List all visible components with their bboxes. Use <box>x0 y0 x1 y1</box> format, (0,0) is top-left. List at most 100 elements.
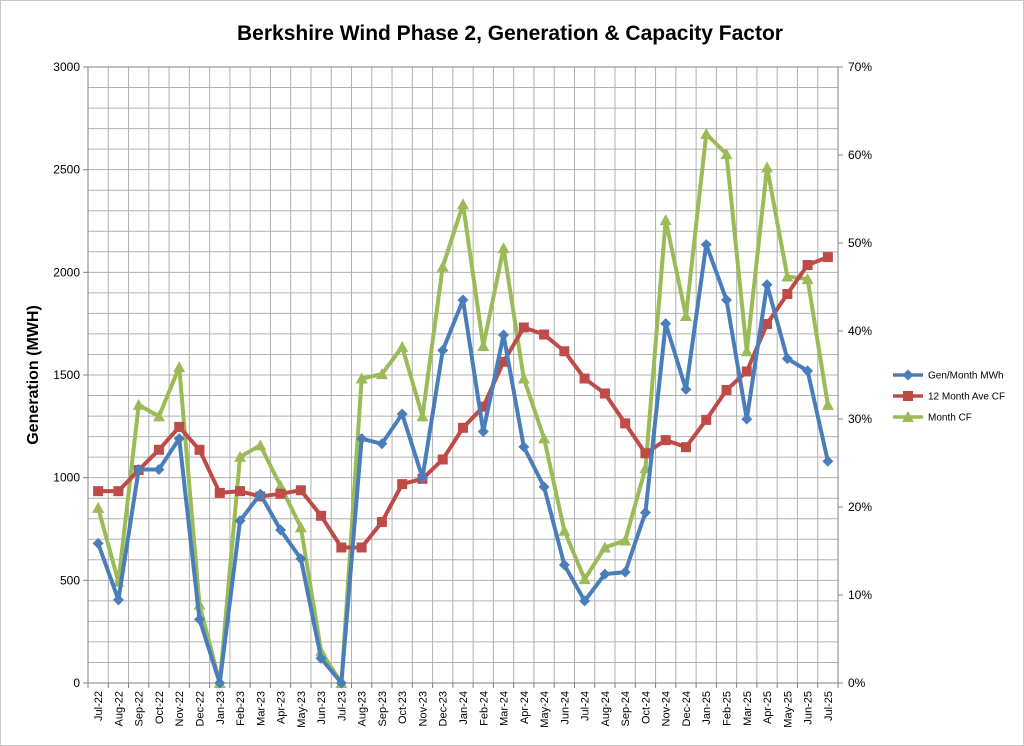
data-point <box>781 270 794 282</box>
x-tick-label: Sep-23 <box>377 691 389 726</box>
data-point <box>579 595 591 607</box>
data-point <box>214 487 225 498</box>
legend-label: Gen/Month MWh <box>928 371 1004 382</box>
data-point <box>477 339 490 351</box>
data-point <box>436 260 449 272</box>
data-point <box>741 366 752 377</box>
data-point <box>275 488 286 499</box>
data-point <box>274 479 287 491</box>
x-tick-label: Jul-25 <box>823 691 835 721</box>
y-axis-label: Generation (MWH) <box>25 305 42 445</box>
data-point <box>397 479 408 490</box>
data-point <box>498 329 510 341</box>
data-point <box>93 486 104 497</box>
x-tick-label: May-25 <box>782 691 794 728</box>
x-tick-label: Jul-22 <box>93 691 105 721</box>
legend-swatch-marker <box>902 369 914 381</box>
data-point <box>92 501 105 513</box>
data-point <box>316 510 327 521</box>
x-tick-label: Apr-23 <box>276 691 288 724</box>
legend-label: 12 Month Ave CF <box>928 392 1005 403</box>
y-right-tick-label: 60% <box>848 148 872 162</box>
data-point <box>558 524 571 536</box>
data-point <box>396 408 408 420</box>
data-point <box>416 472 428 484</box>
data-point <box>437 344 449 356</box>
x-tick-label: Oct-23 <box>397 691 409 724</box>
data-point <box>700 127 713 139</box>
data-point <box>517 372 530 384</box>
data-point <box>680 383 692 395</box>
x-tick-label: Dec-24 <box>681 691 693 726</box>
y-right-tick-label: 70% <box>848 60 872 74</box>
x-tick-label: May-24 <box>539 691 551 728</box>
data-point <box>539 329 550 340</box>
data-point <box>761 161 774 173</box>
data-point <box>173 361 186 373</box>
x-tick-label: Jun-25 <box>803 691 815 725</box>
data-point <box>598 541 611 553</box>
data-point <box>720 148 733 160</box>
data-point <box>295 485 306 496</box>
data-point <box>92 537 104 549</box>
x-tick-label: Jan-24 <box>458 691 470 725</box>
x-tick-label: Mar-24 <box>499 691 511 726</box>
data-point <box>194 444 205 455</box>
data-point <box>639 507 651 519</box>
x-tick-label: Jul-24 <box>580 691 592 721</box>
data-point <box>356 542 367 553</box>
data-point <box>660 435 671 446</box>
y-axis-left-ticks: 0 500 1000 1500 2000 2500 3000 <box>53 60 88 690</box>
data-point <box>700 239 712 251</box>
chart-title: Berkshire Wind Phase 2, Generation & Cap… <box>237 22 783 45</box>
data-point <box>214 677 226 689</box>
data-point <box>113 486 124 497</box>
data-point <box>822 455 834 467</box>
y-left-tick-label: 2000 <box>53 265 80 279</box>
x-tick-label: Oct-24 <box>640 691 652 724</box>
x-tick-label: Sep-24 <box>620 691 632 726</box>
data-point <box>559 346 570 357</box>
y-right-tick-label: 40% <box>848 324 872 338</box>
x-axis-ticks: Jul-22 Aug-22 Sep-22 Oct-22 Nov-22 Dec-22 Jan-… <box>93 691 835 728</box>
data-point <box>153 444 164 455</box>
x-tick-label: Jan-23 <box>215 691 227 725</box>
data-point <box>335 677 347 689</box>
data-point <box>478 401 489 412</box>
x-tick-label: Oct-22 <box>154 691 166 724</box>
series-month-cf <box>92 127 834 688</box>
x-tick-label: Nov-22 <box>174 691 186 726</box>
data-point <box>295 553 307 565</box>
data-point <box>640 448 651 459</box>
data-point <box>133 463 145 475</box>
data-point <box>356 433 368 445</box>
data-point <box>173 433 185 445</box>
data-point <box>782 289 793 300</box>
y-left-tick-label: 1500 <box>53 368 80 382</box>
data-point <box>741 413 753 425</box>
x-tick-label: Jun-23 <box>316 691 328 725</box>
data-point <box>781 353 793 365</box>
data-point <box>802 365 814 377</box>
data-point <box>620 418 631 429</box>
x-tick-label: Aug-24 <box>600 691 612 726</box>
data-point <box>376 438 388 450</box>
data-point <box>336 542 347 553</box>
data-point <box>821 398 834 410</box>
data-point <box>234 450 247 462</box>
data-point <box>721 384 732 395</box>
data-point <box>538 481 550 493</box>
y-left-tick-label: 500 <box>60 573 80 587</box>
x-tick-label: Nov-23 <box>417 691 429 726</box>
data-point <box>152 410 165 422</box>
data-point <box>659 214 672 226</box>
data-point <box>619 534 632 546</box>
data-point <box>518 322 529 333</box>
data-point <box>294 521 307 533</box>
data-point <box>477 425 489 437</box>
data-point <box>315 652 327 664</box>
data-point <box>132 398 145 410</box>
data-point <box>599 568 611 580</box>
data-point <box>112 594 124 606</box>
